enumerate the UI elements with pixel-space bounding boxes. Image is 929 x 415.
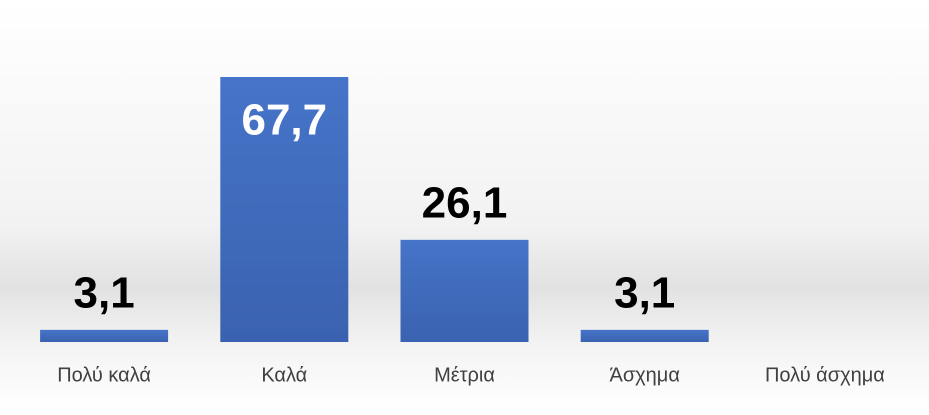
bar <box>220 77 349 342</box>
x-tick-label: Πολύ καλά <box>57 364 151 386</box>
data-label: 3,1 <box>614 268 675 317</box>
data-label: 26,1 <box>422 178 508 227</box>
data-label: 3,1 <box>74 268 135 317</box>
x-tick-label: Πολύ άσχημα <box>765 364 885 386</box>
x-tick-label: Μέτρια <box>434 364 495 386</box>
x-tick-label: Άσχημα <box>609 364 679 386</box>
data-label: 67,7 <box>241 96 327 145</box>
bar <box>580 329 709 342</box>
x-tick-label: Καλά <box>261 364 307 386</box>
bar <box>400 239 529 342</box>
bar <box>40 329 169 342</box>
